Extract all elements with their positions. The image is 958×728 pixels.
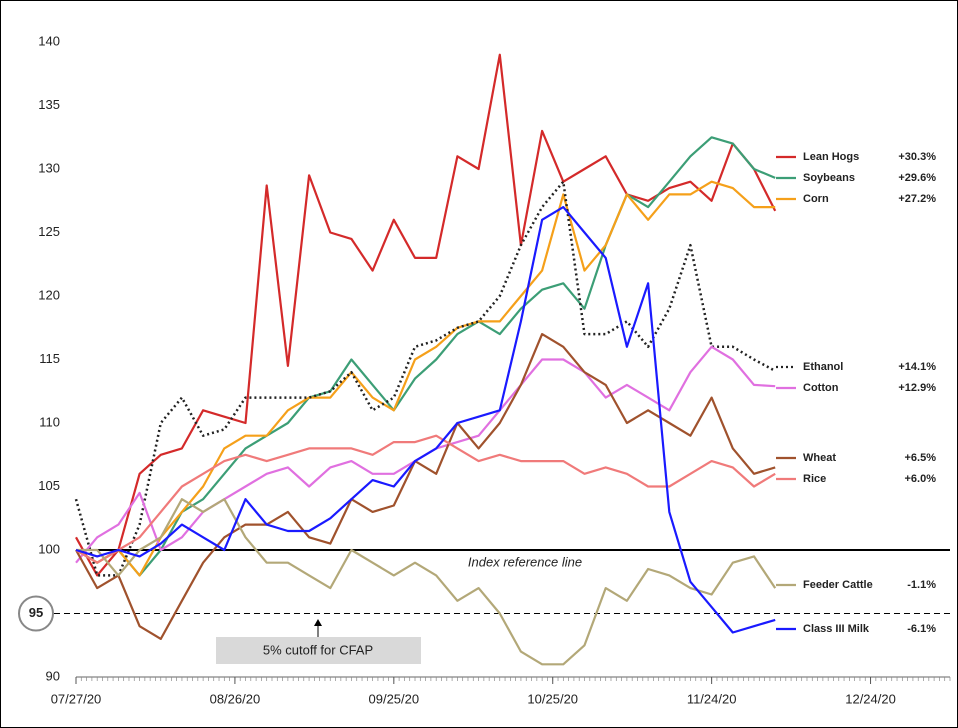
legend-label: Corn <box>803 193 829 205</box>
series-line <box>76 498 777 666</box>
series-line <box>75 434 776 564</box>
x-tick-label: 09/25/20 <box>369 691 420 706</box>
y-tick-label: 115 <box>39 351 60 366</box>
x-tick-label: 11/24/20 <box>687 691 737 706</box>
legend-change: +30.3% <box>898 151 936 163</box>
legend-change: +29.6% <box>898 172 936 184</box>
y-tick-label: 100 <box>38 541 60 556</box>
y-tick-label: 130 <box>38 160 60 175</box>
legend-change: -6.1% <box>907 623 936 635</box>
cutoff-label: 5% cutoff for CFAP <box>263 642 373 657</box>
x-tick-label: 08/26/20 <box>210 691 261 706</box>
x-tick-label: 10/25/20 <box>527 691 578 706</box>
y-tick-label: 110 <box>39 414 60 429</box>
cutoff-box <box>216 637 421 664</box>
y-tick-label: 90 <box>46 668 60 683</box>
legend-change: +6.5% <box>905 452 937 464</box>
y-tick-label: 95 <box>29 605 43 620</box>
legend-label: Lean Hogs <box>803 151 859 163</box>
legend-label: Feeder Cattle <box>803 579 873 591</box>
series-line <box>75 333 776 640</box>
legend-label: Rice <box>803 473 826 485</box>
legend-label: Soybeans <box>803 172 855 184</box>
legend-change: +12.9% <box>898 382 936 394</box>
y-tick-label: 135 <box>38 97 60 112</box>
legend-label: Class III Milk <box>803 623 870 635</box>
legend-change: -1.1% <box>907 579 936 591</box>
series-line <box>75 206 776 634</box>
y-tick-label: 120 <box>38 287 60 302</box>
x-tick-label: 12/24/20 <box>845 691 896 706</box>
y-tick-label: 105 <box>38 478 60 493</box>
legend-change: +27.2% <box>898 193 936 205</box>
legend-label: Ethanol <box>803 361 843 373</box>
tick-circle <box>18 595 54 632</box>
legend-change: +6.0% <box>905 473 937 485</box>
reference-label: Index reference line <box>468 554 582 569</box>
series-line <box>75 180 776 577</box>
legend-label: Wheat <box>803 452 836 464</box>
legend-label: Cotton <box>803 382 839 394</box>
y-tick-label: 125 <box>38 224 60 239</box>
y-tick-label: 140 <box>38 33 60 48</box>
legend-change: +14.1% <box>898 361 936 373</box>
arrow-head <box>314 619 322 626</box>
x-tick-label: 07/27/20 <box>51 691 102 706</box>
